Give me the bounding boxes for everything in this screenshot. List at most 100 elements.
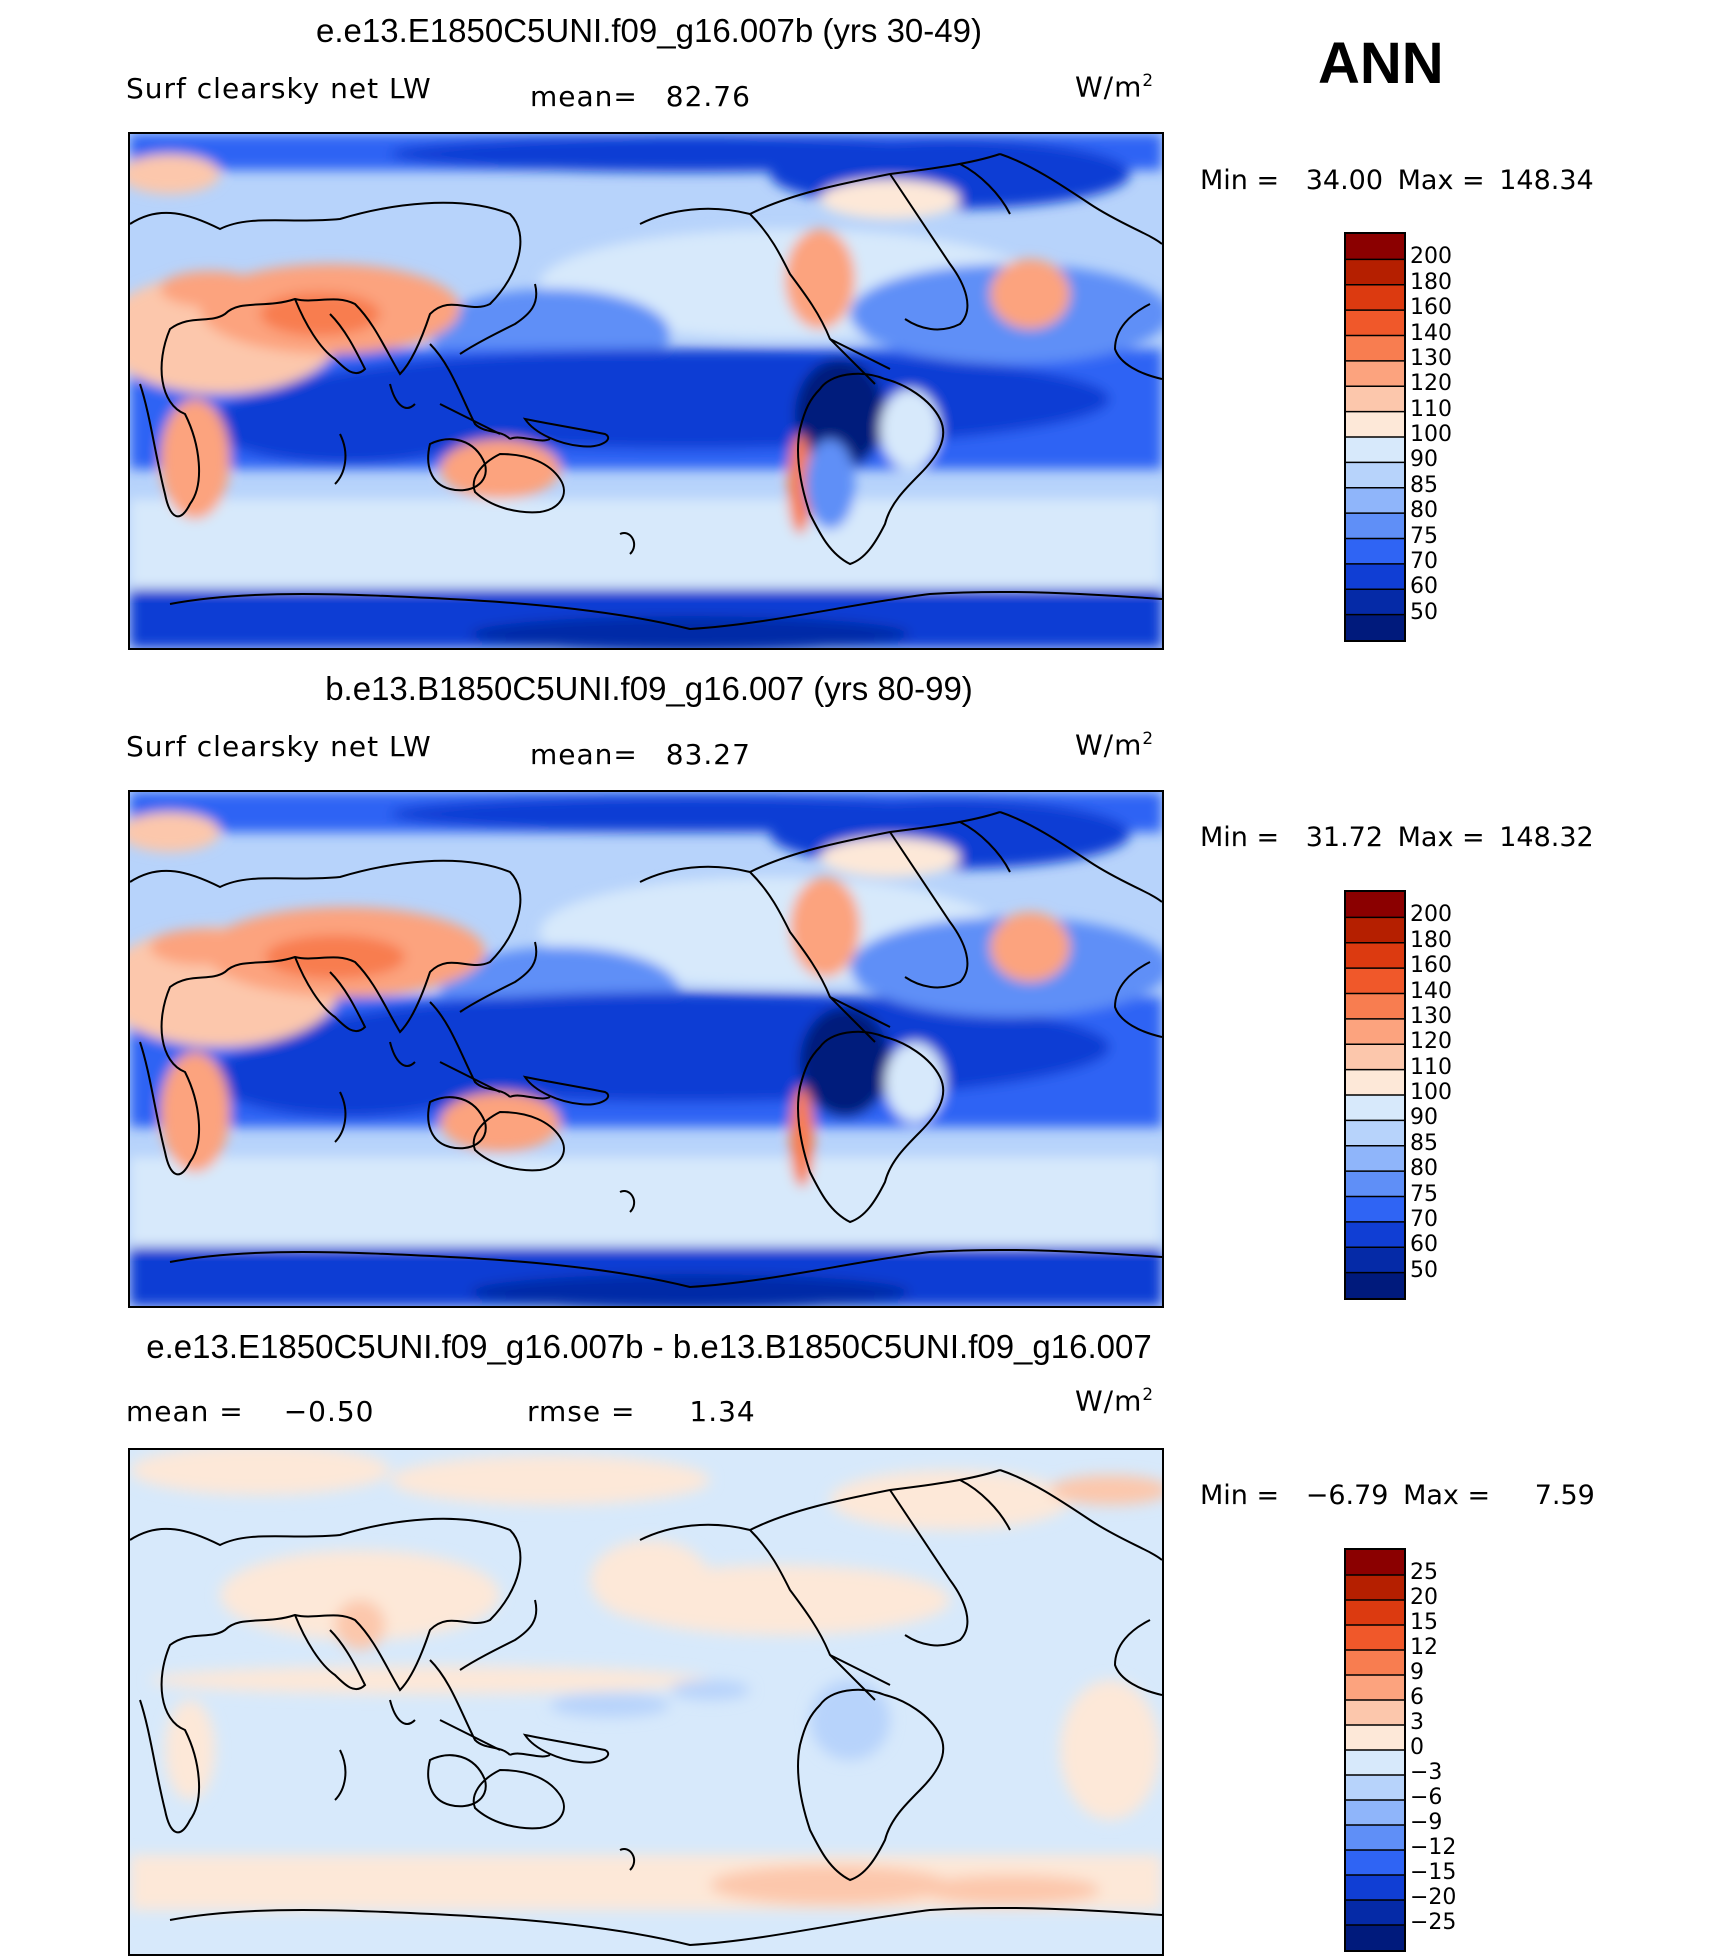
- colorbar-swatch: [1346, 462, 1404, 489]
- colorbar-swatch: [1346, 513, 1404, 540]
- colorbar-level-label: 200: [1410, 902, 1452, 928]
- panel1-max-value: 148.34: [1499, 165, 1594, 196]
- panel1-units-base: W/m: [1075, 70, 1143, 104]
- panel3-min-label: Min =: [1200, 1480, 1280, 1511]
- panel3-mean-label: mean =: [126, 1395, 244, 1428]
- panel2-mean-value: 83.27: [665, 738, 751, 771]
- panel2-map-svg: [130, 792, 1162, 1306]
- panel2-title: b.e13.B1850C5UNI.f09_g16.007 (yrs 80-99): [325, 670, 973, 707]
- panel2-min-label: Min =: [1200, 822, 1280, 853]
- colorbar-swatch: [1346, 1196, 1404, 1223]
- panel2-mean: mean= 83.27: [530, 738, 751, 771]
- panel1-colorbar-svg: [1346, 234, 1404, 641]
- colorbar-level-label: 85: [1410, 472, 1438, 498]
- panel2-max-value: 148.32: [1499, 822, 1594, 853]
- panel2-field: [130, 792, 1162, 1306]
- colorbar-swatch: [1346, 1272, 1404, 1299]
- panel3-map-svg: [130, 1450, 1162, 1954]
- colorbar-level-label: 100: [1410, 422, 1452, 447]
- colorbar-level-label: 6: [1410, 1685, 1424, 1710]
- panel2-max-label: Max =: [1397, 822, 1485, 853]
- panel3-max-value: 7.59: [1534, 1480, 1595, 1511]
- panel3-max-label: Max =: [1403, 1480, 1491, 1511]
- colorbar-swatch: [1346, 1750, 1404, 1776]
- colorbar-swatch: [1346, 1221, 1404, 1248]
- panel1-mean-value: 82.76: [665, 80, 751, 113]
- panel3-units-base: W/m: [1075, 1384, 1143, 1418]
- colorbar-swatch: [1346, 968, 1404, 995]
- colorbar-level-label: 130: [1410, 1003, 1452, 1029]
- colorbar-swatch: [1346, 1800, 1404, 1826]
- panel2-units-base: W/m: [1075, 728, 1143, 762]
- colorbar-level-label: 20: [1410, 1585, 1438, 1610]
- panel2-units: W/m2: [1075, 728, 1154, 761]
- panel1-map-svg: [130, 134, 1162, 648]
- colorbar-swatch: [1346, 538, 1404, 565]
- panel2-coastlines: [130, 811, 1162, 1289]
- colorbar-swatch: [1346, 1550, 1404, 1576]
- colorbar-level-label: 60: [1410, 1232, 1438, 1258]
- panel1-min-value: 34.00: [1305, 165, 1384, 196]
- panel3-rmse-value: 1.34: [689, 1395, 756, 1428]
- panel3-mean-value: −0.50: [283, 1395, 375, 1428]
- colorbar-swatch: [1346, 335, 1404, 362]
- colorbar-swatch: [1346, 1018, 1404, 1045]
- panel2-colorbar: [1344, 890, 1406, 1300]
- season-label: ANN: [1318, 31, 1444, 96]
- colorbar-level-label: 25: [1410, 1560, 1438, 1585]
- panel1-units-exp: 2: [1142, 70, 1155, 90]
- colorbar-swatch: [1346, 892, 1404, 918]
- colorbar-swatch: [1346, 993, 1404, 1020]
- colorbar-swatch: [1346, 1650, 1404, 1676]
- colorbar-level-label: 60: [1410, 574, 1438, 600]
- panel1-min-label: Min =: [1200, 165, 1280, 196]
- colorbar-level-label: 180: [1410, 269, 1452, 295]
- colorbar-swatch: [1346, 1145, 1404, 1172]
- colorbar-level-label: 180: [1410, 927, 1452, 953]
- colorbar-swatch: [1346, 942, 1404, 969]
- panel3-rmse-label: rmse =: [527, 1395, 636, 1428]
- panel1-variable: Surf clearsky net LW: [126, 72, 432, 105]
- colorbar-swatch: [1346, 1044, 1404, 1071]
- colorbar-level-label: 90: [1410, 447, 1438, 473]
- colorbar-level-label: 50: [1410, 599, 1438, 625]
- panel2-units-exp: 2: [1142, 728, 1155, 748]
- colorbar-level-label: −25: [1410, 1910, 1457, 1935]
- colorbar-level-label: 140: [1410, 320, 1452, 346]
- panel3-colorbar: [1344, 1548, 1406, 1952]
- colorbar-swatch: [1346, 360, 1404, 387]
- colorbar-swatch: [1346, 1625, 1404, 1651]
- panel1-mean-label: mean=: [530, 80, 638, 113]
- colorbar-swatch: [1346, 1069, 1404, 1096]
- colorbar-level-label: 70: [1410, 548, 1438, 574]
- colorbar-swatch: [1346, 1775, 1404, 1801]
- panel2-mean-label: mean=: [530, 738, 638, 771]
- colorbar-level-label: 110: [1410, 396, 1452, 422]
- panel2-colorbar-svg: [1346, 892, 1404, 1299]
- colorbar-swatch: [1346, 1700, 1404, 1726]
- colorbar-level-label: 200: [1410, 244, 1452, 270]
- panel3-units-exp: 2: [1142, 1384, 1155, 1404]
- colorbar-swatch: [1346, 234, 1404, 260]
- colorbar-swatch: [1346, 1600, 1404, 1626]
- colorbar-swatch: [1346, 917, 1404, 944]
- colorbar-swatch: [1346, 284, 1404, 311]
- panel3-rmse: rmse = 1.34: [527, 1395, 756, 1428]
- colorbar-level-label: 80: [1410, 498, 1438, 524]
- panel2-minmax: Min = 31.72 Max = 148.32: [1200, 822, 1594, 853]
- colorbar-swatch: [1346, 614, 1404, 641]
- colorbar-level-label: 50: [1410, 1257, 1438, 1283]
- colorbar-level-label: 80: [1410, 1156, 1438, 1182]
- panel1-field: [130, 134, 1162, 648]
- colorbar-level-label: 130: [1410, 345, 1452, 371]
- colorbar-level-label: 120: [1410, 371, 1452, 397]
- panel3-field: [130, 1450, 1162, 1910]
- panel1-mean: mean= 82.76: [530, 80, 751, 113]
- panel2-min-value: 31.72: [1305, 822, 1384, 853]
- panel2-map: [128, 790, 1164, 1308]
- colorbar-level-label: 120: [1410, 1029, 1452, 1055]
- panel1-coastlines: [130, 153, 1162, 631]
- colorbar-level-label: 140: [1410, 978, 1452, 1004]
- panel3-colorbar-svg: [1346, 1550, 1404, 1951]
- colorbar-swatch: [1346, 563, 1404, 590]
